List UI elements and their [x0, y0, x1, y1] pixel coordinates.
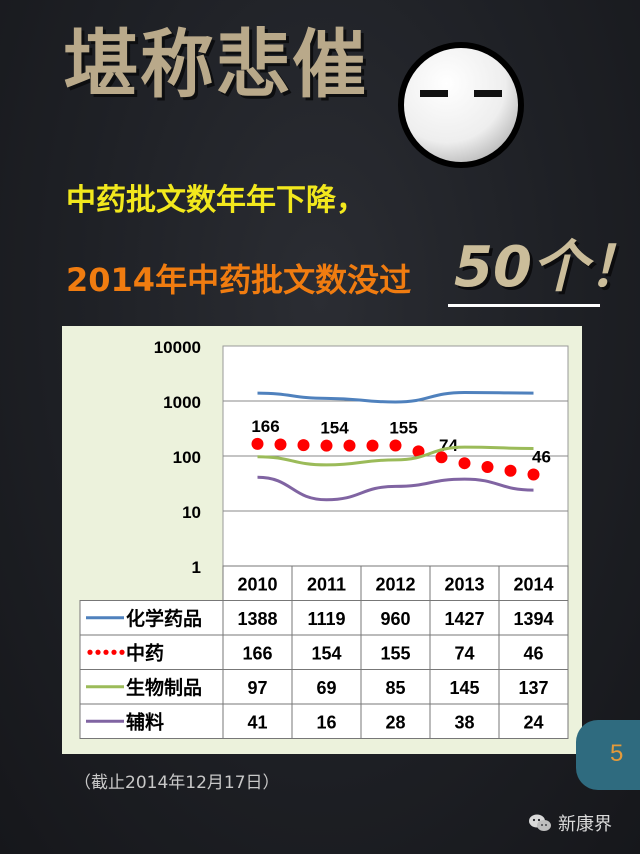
footnote: （截止2014年12月17日）	[74, 773, 280, 793]
subtitle-line-2: 2014年中药批文数没过	[66, 261, 412, 299]
page-number: 5	[610, 740, 624, 767]
table-cell: 145	[449, 678, 479, 698]
page-number-badge: 5	[576, 720, 640, 790]
table-cell: 85	[385, 678, 405, 698]
legend-key-中药	[95, 649, 101, 655]
table-header-cell: 2010	[237, 574, 277, 594]
series-point-中药	[366, 439, 379, 452]
series-line-生物制品	[257, 445, 534, 467]
table-cell: 24	[523, 712, 543, 732]
legend-label: 生物制品	[126, 676, 202, 699]
series-point-中药	[435, 451, 448, 464]
series-point-中药	[343, 439, 356, 452]
legend-key-中药	[87, 649, 93, 655]
series-point-中药	[274, 438, 287, 451]
table-cell: 166	[242, 643, 272, 663]
table-cell: 155	[380, 643, 410, 663]
data-label: 166	[251, 417, 279, 436]
data-label: 155	[389, 419, 417, 438]
table-cell: 1427	[444, 609, 484, 629]
highlight-count: 50个！	[454, 235, 640, 300]
table-cell: 74	[454, 643, 474, 663]
series-point-中药	[320, 439, 333, 452]
table-cell: 1388	[237, 609, 277, 629]
series-point-中药	[412, 445, 425, 458]
series-point-中药	[458, 457, 471, 470]
series-point-中药	[251, 437, 264, 450]
table-cell: 69	[316, 678, 336, 698]
table-header	[222, 565, 569, 601]
series-point-中药	[481, 460, 494, 473]
table-cell: 41	[247, 712, 267, 732]
table-header-cell: 2011	[307, 574, 346, 594]
legend-label: 化学药品	[126, 607, 202, 630]
page-title: 堪称悲催	[64, 22, 368, 108]
table-cell: 46	[523, 643, 543, 663]
table-cell: 960	[380, 609, 410, 629]
legend-label: 辅料	[126, 710, 164, 733]
table-cell: 97	[247, 678, 267, 698]
data-label: 74	[439, 436, 458, 455]
table-cell: 16	[316, 712, 336, 732]
y-tick-label: 1	[192, 558, 201, 577]
table-cell: 1394	[513, 609, 553, 629]
series-line-化学药品	[257, 391, 534, 404]
chart-panel: 1 10 100 1000 10000 166 154 155 74 46 2010 2011 2012…	[62, 326, 582, 754]
series-point-中药	[297, 439, 310, 452]
table-cell: 137	[518, 678, 548, 698]
brand-watermark: 新康界	[528, 810, 612, 836]
data-label: 154	[320, 419, 349, 438]
table-cell: 1119	[307, 609, 345, 629]
y-tick-label: 10000	[154, 338, 201, 357]
line-chart: 1 10 100 1000 10000 166 154 155 74 46 2010 2011 2012…	[79, 338, 569, 739]
legend-key-中药	[111, 649, 117, 655]
brand-name: 新康界	[558, 814, 612, 835]
table-header-cell: 2014	[513, 574, 553, 594]
y-tick-label: 10	[182, 503, 201, 522]
table-header-cell: 2013	[444, 574, 484, 594]
subtitle-line-1: 中药批文数年年下降，	[66, 183, 366, 218]
highlight-underline	[448, 304, 600, 307]
table-cell: 28	[385, 712, 405, 732]
wechat-icon	[529, 814, 551, 831]
meh-face-icon	[398, 42, 524, 168]
y-tick-label: 100	[173, 448, 201, 467]
data-label: 46	[532, 448, 551, 467]
y-tick-label: 1000	[163, 393, 201, 412]
series-line-辅料	[257, 475, 534, 502]
series-point-中药	[389, 439, 402, 452]
table-cell: 38	[454, 712, 474, 732]
series-point-中药	[504, 464, 517, 477]
legend-label: 中药	[126, 641, 164, 664]
legend-key-中药	[103, 649, 109, 655]
table-cell: 154	[311, 643, 341, 663]
series-point-中药	[527, 468, 540, 481]
legend-key-中药	[119, 649, 125, 655]
table-header-cell: 2012	[375, 574, 415, 594]
